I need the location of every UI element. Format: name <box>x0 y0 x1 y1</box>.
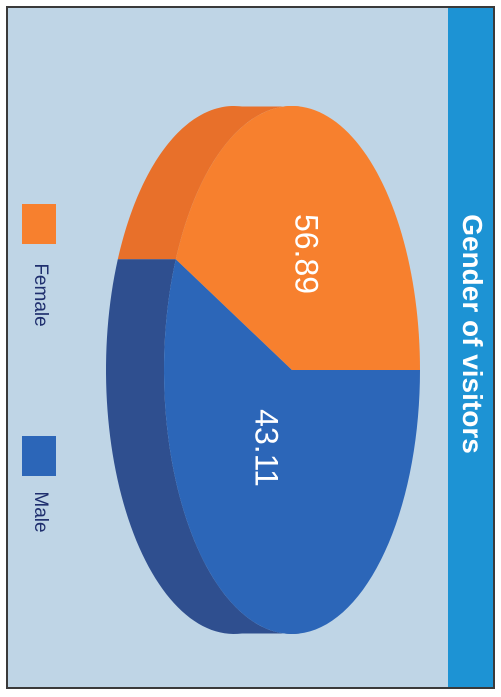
chart-title: Gender of visitors <box>456 214 488 454</box>
pie-chart: 56.89 43.11 <box>106 106 420 634</box>
pie-slice-male <box>164 259 420 634</box>
pie-slice-female <box>175 106 420 370</box>
chart-frame: 56.89 43.11 Gender of visitors Female Mal… <box>6 6 495 689</box>
legend-swatch-female <box>22 204 56 244</box>
pie-side-female <box>117 106 301 260</box>
title-band <box>448 8 493 687</box>
data-label-female: 43.11 <box>249 409 285 487</box>
legend-swatch-male <box>22 436 56 476</box>
legend-label-female: Female <box>30 263 51 327</box>
pie-side-male <box>106 259 301 634</box>
legend-label-male: Male <box>30 491 51 533</box>
title-container: Gender of visitors <box>448 8 493 687</box>
data-label-male: 56.89 <box>289 214 325 294</box>
